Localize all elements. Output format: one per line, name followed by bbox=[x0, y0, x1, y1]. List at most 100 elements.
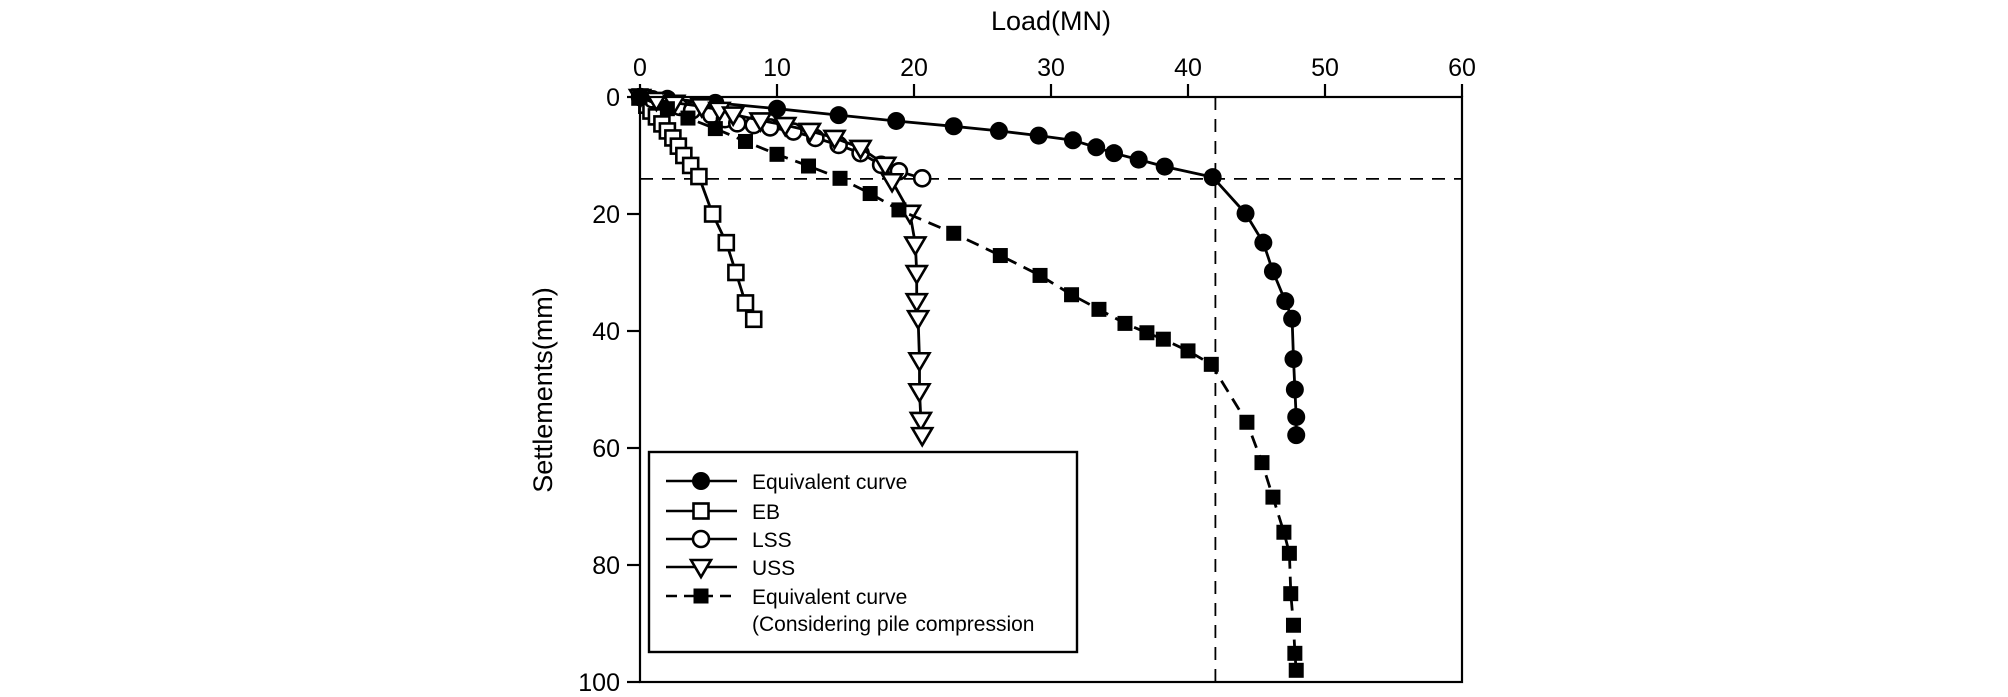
data-point-marker bbox=[1283, 586, 1299, 602]
data-point-marker bbox=[992, 248, 1008, 264]
data-point-marker bbox=[1091, 301, 1107, 317]
data-point-marker bbox=[1064, 287, 1080, 303]
data-point-marker bbox=[1263, 262, 1282, 281]
data-point-marker bbox=[690, 167, 708, 186]
data-point-marker bbox=[727, 263, 745, 282]
data-point-marker bbox=[1236, 204, 1255, 223]
data-point-marker bbox=[1203, 356, 1219, 372]
y-axis-tick-label: 40 bbox=[592, 318, 620, 346]
legend-label: LSS bbox=[752, 529, 792, 552]
data-point-marker bbox=[737, 133, 753, 149]
data-point-marker bbox=[717, 233, 736, 252]
data-point-marker bbox=[1063, 131, 1082, 150]
data-point-marker bbox=[768, 99, 786, 118]
data-point-marker bbox=[1117, 315, 1133, 331]
data-point-marker bbox=[909, 426, 935, 448]
data-point-marker bbox=[879, 172, 905, 194]
legend-box bbox=[647, 450, 1079, 654]
data-point-marker bbox=[1129, 150, 1148, 169]
data-point-marker bbox=[748, 112, 773, 133]
legend: Equivalent curve EB LSS USS Equivalent curve… bbox=[647, 450, 1079, 654]
data-point-marker bbox=[1105, 144, 1124, 163]
legend-item-equivalent-curve: Equivalent curve bbox=[666, 471, 907, 494]
y-axis-tick-label: 20 bbox=[592, 201, 620, 229]
x-axis-tick-label: 40 bbox=[1174, 54, 1202, 82]
data-point-marker bbox=[1283, 309, 1302, 328]
data-point-marker bbox=[1203, 168, 1222, 187]
plot-area: 0 10 20 30 40 50 60 0 20 40 60 80 100 Equivalent curv… bbox=[578, 54, 1476, 697]
data-point-marker bbox=[1087, 138, 1106, 157]
data-point-marker bbox=[680, 110, 696, 126]
data-point-marker bbox=[989, 121, 1008, 140]
data-point-marker bbox=[1284, 350, 1303, 369]
legend-item-equivalent-curve-considering-pile-compression: Equivalent curve (Considering pile compre… bbox=[666, 586, 1034, 636]
data-point-marker bbox=[1288, 662, 1304, 678]
data-point-marker bbox=[1254, 233, 1273, 252]
x-axis-tick-label: 0 bbox=[633, 54, 647, 82]
series-line-uss bbox=[639, 95, 924, 436]
data-point-marker bbox=[862, 186, 878, 202]
data-point-marker bbox=[1029, 126, 1048, 145]
data-point-marker bbox=[905, 309, 931, 331]
data-point-marker bbox=[872, 156, 898, 178]
legend-item-lss: LSS bbox=[666, 529, 792, 552]
data-point-marker bbox=[908, 411, 934, 433]
data-point-marker bbox=[744, 310, 763, 329]
data-point-marker bbox=[848, 139, 873, 161]
data-point-marker bbox=[1285, 380, 1304, 399]
x-axis-title: Load(MN) bbox=[991, 6, 1111, 36]
data-point-marker bbox=[1180, 343, 1196, 359]
data-point-marker bbox=[1239, 414, 1255, 430]
data-point-marker bbox=[946, 225, 962, 241]
data-point-marker bbox=[907, 351, 932, 373]
x-axis-tick-label: 50 bbox=[1311, 54, 1339, 82]
legend-marker-square-filled bbox=[693, 588, 709, 604]
y-axis-tick-label: 100 bbox=[578, 669, 620, 697]
data-point-marker bbox=[829, 106, 848, 125]
y-axis-tick-label: 60 bbox=[592, 435, 620, 463]
data-point-marker bbox=[912, 169, 932, 188]
data-point-marker bbox=[769, 146, 785, 162]
data-point-marker bbox=[944, 117, 963, 136]
data-point-marker bbox=[832, 170, 848, 186]
data-point-marker bbox=[689, 98, 714, 119]
legend-label: EB bbox=[752, 501, 780, 524]
data-point-marker bbox=[1281, 545, 1297, 561]
data-point-marker bbox=[1155, 157, 1174, 176]
data-point-marker bbox=[1276, 524, 1292, 540]
series-equivalent-curve bbox=[631, 88, 1306, 445]
legend-label: Equivalent curve bbox=[752, 586, 907, 609]
data-point-marker bbox=[1287, 407, 1306, 426]
y-axis-tick-label: 80 bbox=[592, 552, 620, 580]
data-point-marker bbox=[659, 101, 675, 117]
legend-marker-triangle-down-open bbox=[688, 558, 714, 580]
legend-marker-square-open bbox=[692, 502, 710, 520]
x-axis-tick-label: 20 bbox=[900, 54, 928, 82]
series-equivalent-curve-considering-pile-compression bbox=[632, 89, 1304, 678]
data-point-marker bbox=[903, 236, 928, 257]
legend-item-eb: EB bbox=[666, 501, 780, 524]
data-point-marker bbox=[797, 122, 823, 144]
data-point-marker bbox=[887, 111, 906, 130]
data-point-marker bbox=[801, 158, 817, 174]
data-point-marker bbox=[904, 264, 930, 286]
data-point-marker bbox=[904, 292, 930, 314]
data-point-marker bbox=[1276, 292, 1295, 311]
x-axis-tick-label: 10 bbox=[763, 54, 791, 82]
data-point-marker bbox=[822, 129, 847, 151]
y-axis-title: Settlements(mm) bbox=[528, 287, 558, 493]
x-axis-tick-label: 60 bbox=[1448, 54, 1476, 82]
data-point-marker bbox=[1155, 331, 1171, 347]
x-axis-tick-label: 30 bbox=[1037, 54, 1065, 82]
y-axis-tick-label: 0 bbox=[606, 84, 620, 112]
legend-label: USS bbox=[752, 557, 795, 580]
data-point-marker bbox=[907, 382, 932, 404]
data-point-marker bbox=[1287, 426, 1306, 445]
data-point-marker bbox=[1254, 455, 1270, 471]
legend-marker-circle-filled bbox=[692, 472, 710, 490]
legend-label: Equivalent curve bbox=[752, 471, 907, 494]
data-point-marker bbox=[707, 121, 723, 137]
data-point-marker bbox=[891, 202, 907, 218]
